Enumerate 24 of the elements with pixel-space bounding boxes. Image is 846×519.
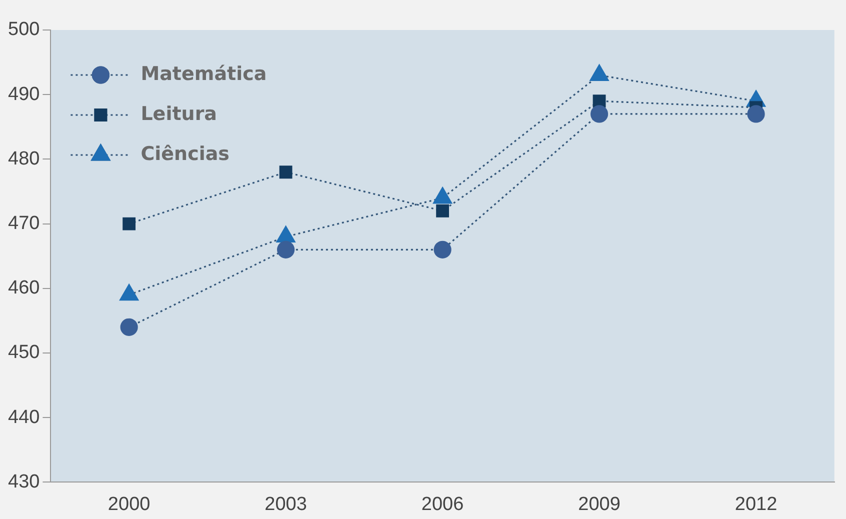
x-tick-label: 2003 xyxy=(264,494,307,515)
y-tick-label: 450 xyxy=(8,342,40,364)
point xyxy=(434,240,452,258)
point xyxy=(122,217,136,230)
x-tick-label: 2000 xyxy=(108,494,150,515)
x-tick-label: 2012 xyxy=(734,494,778,515)
legend-label: Ciências xyxy=(140,142,230,165)
x-tick-label: 2006 xyxy=(421,494,464,515)
y-tick-label: 430 xyxy=(8,471,40,492)
y-tick-label: 440 xyxy=(8,406,40,428)
y-tick-label: 490 xyxy=(8,84,40,105)
point xyxy=(279,166,292,179)
point xyxy=(436,204,450,218)
point xyxy=(277,240,295,258)
legend-label: Leitura xyxy=(140,102,218,125)
point xyxy=(590,105,608,123)
legend-label: Matemática xyxy=(140,62,267,85)
point xyxy=(747,105,765,123)
y-tick-label: 500 xyxy=(8,19,40,40)
x-tick-label: 2009 xyxy=(578,494,620,515)
y-tick-label: 480 xyxy=(8,148,40,170)
y-tick-label: 460 xyxy=(8,278,40,299)
y-tick-label: 470 xyxy=(8,213,40,234)
point xyxy=(120,318,138,336)
